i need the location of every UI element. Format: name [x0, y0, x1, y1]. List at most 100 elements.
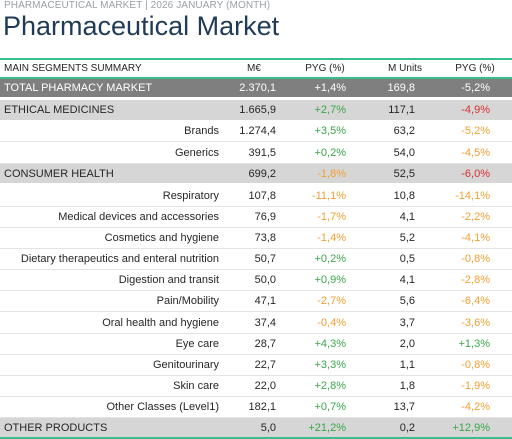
value-meur: 2.370,1: [239, 82, 276, 94]
value-meur: 699,2: [248, 167, 276, 180]
value-pyg-units: -6,4%: [461, 295, 490, 307]
value-units: 4,1: [399, 274, 415, 286]
value-pyg-units: -2,2%: [461, 211, 490, 223]
value-meur: 50,7: [254, 253, 276, 265]
row-label: ETHICAL MEDICINES: [4, 104, 115, 116]
value-pyg-units: -0,8%: [461, 253, 490, 265]
value-pyg-units: -5,2%: [461, 82, 490, 94]
value-meur: 73,8: [254, 232, 276, 244]
value-pyg-units: -4,5%: [461, 147, 490, 159]
row-label: Genitourinary: [152, 359, 219, 371]
value-pyg-meur: +4,3%: [314, 338, 347, 350]
row-label: Eye care: [175, 338, 219, 350]
row-label: CONSUMER HEALTH: [4, 167, 114, 180]
total-row: TOTAL PHARMACY MARKET 2.370,1 +1,4% 169,8 -5…: [0, 79, 512, 97]
value-units: 63,2: [393, 125, 415, 137]
value-pyg-meur: +3,3%: [314, 359, 347, 371]
value-units: 169,8: [387, 82, 415, 94]
value-pyg-meur: +1,4%: [314, 82, 347, 94]
row-label: Respiratory: [162, 190, 219, 202]
value-pyg-units: -14,1%: [455, 190, 490, 202]
header-bottom-divider: [0, 77, 512, 79]
value-units: 0,5: [399, 253, 415, 265]
table-row: Medical devices and accessories 76,9 -1,7%…: [0, 207, 512, 228]
value-meur: 47,1: [254, 295, 276, 307]
value-pyg-units: +1,3%: [458, 338, 491, 350]
row-label: Other Classes (Level1): [106, 401, 220, 413]
value-pyg-meur: +0,2%: [314, 253, 347, 265]
value-meur: 37,4: [254, 317, 276, 329]
value-units: 1,1: [399, 359, 415, 371]
value-pyg-meur: +2,8%: [314, 380, 347, 392]
report-subtitle: PHARMACEUTICAL MARKET | 2026 JANUARY (MO…: [4, 0, 271, 11]
value-pyg-meur: -1,8%: [317, 167, 346, 180]
value-units: 1,8: [399, 380, 415, 392]
value-units: 117,1: [388, 104, 415, 116]
value-units: 5,6: [399, 295, 415, 307]
value-pyg-units: -1,9%: [461, 380, 490, 392]
value-pyg-meur: -1,7%: [317, 211, 346, 223]
page-title: Pharmaceutical Market: [3, 11, 280, 41]
table-row: Dietary therapeutics and enteral nutriti…: [0, 249, 512, 270]
value-units: 52,5: [393, 167, 415, 180]
column-header-pyg-value: PYG (%): [305, 62, 345, 74]
value-pyg-meur: -11,1%: [311, 190, 346, 202]
table-row: Other Classes (Level1) 182,1 +0,7% 13,7 -4,2…: [0, 397, 512, 418]
value-meur: 391,5: [248, 147, 276, 159]
row-label: Medical devices and accessories: [58, 211, 219, 223]
table-row: Cosmetics and hygiene 73,8 -1,4% 5,2 -4,1%: [0, 228, 512, 249]
row-label: OTHER PRODUCTS: [4, 422, 108, 434]
value-pyg-units: -6,0%: [461, 167, 490, 180]
value-pyg-units: -3,6%: [461, 317, 490, 329]
value-meur: 50,0: [254, 274, 276, 286]
table-row: Pain/Mobility 47,1 -2,7% 5,6 -6,4%: [0, 291, 512, 312]
value-units: 5,2: [399, 232, 415, 244]
table-row: Respiratory 107,8 -11,1% 10,8 -14,1%: [0, 186, 512, 207]
segment-row: CONSUMER HEALTH 699,2 -1,8% 52,5 -6,0%: [0, 164, 512, 183]
table-header: MAIN SEGMENTS SUMMARY M€ PYG (%) M Units…: [0, 59, 512, 77]
value-meur: 28,7: [254, 338, 276, 350]
row-label: Pain/Mobility: [156, 295, 219, 307]
row-label: Skin care: [173, 380, 219, 392]
table-row: Oral health and hygiene 37,4 -0,4% 3,7 -3,6%: [0, 313, 512, 334]
value-pyg-meur: +0,7%: [314, 401, 347, 413]
row-label: TOTAL PHARMACY MARKET: [4, 82, 153, 94]
table-row: Generics 391,5 +0,2% 54,0 -4,5%: [0, 143, 512, 164]
header-top-divider: [0, 58, 512, 60]
value-units: 3,7: [399, 317, 415, 329]
value-pyg-meur: +0,9%: [314, 274, 347, 286]
table-row: Skin care 22,0 +2,8% 1,8 -1,9%: [0, 376, 512, 397]
value-pyg-meur: -2,7%: [317, 295, 346, 307]
value-meur: 182,1: [248, 401, 276, 413]
table-row: Brands 1.274,4 +3,5% 63,2 -5,2%: [0, 121, 512, 142]
value-meur: 22,0: [254, 380, 276, 392]
row-label: Brands: [184, 125, 219, 137]
table-row: Digestion and transit 50,0 +0,9% 4,1 -2,8%: [0, 270, 512, 291]
value-units: 0,2: [399, 422, 415, 434]
value-pyg-units: +12,9%: [452, 422, 490, 434]
column-header-meur: M€: [247, 62, 261, 74]
value-meur: 5,0: [260, 422, 276, 434]
value-units: 13,7: [393, 401, 415, 413]
value-units: 4,1: [399, 211, 415, 223]
column-header-units: M Units: [388, 62, 422, 74]
table-bottom-divider: [0, 437, 512, 439]
value-pyg-units: -2,8%: [461, 274, 490, 286]
value-pyg-meur: +21,2%: [308, 422, 346, 434]
value-meur: 1.665,9: [239, 104, 276, 116]
row-label: Oral health and hygiene: [102, 317, 219, 329]
value-pyg-units: -4,9%: [461, 104, 490, 116]
value-pyg-meur: +2,7%: [314, 104, 347, 116]
value-pyg-meur: -0,4%: [317, 317, 346, 329]
value-pyg-units: -4,1%: [461, 232, 490, 244]
segment-row: OTHER PRODUCTS 5,0 +21,2% 0,2 +12,9%: [0, 418, 512, 438]
row-label: Cosmetics and hygiene: [104, 232, 219, 244]
table-row: Genitourinary 22,7 +3,3% 1,1 -0,8%: [0, 355, 512, 376]
value-units: 54,0: [393, 147, 415, 159]
value-pyg-meur: +3,5%: [314, 125, 347, 137]
column-header-pyg-units: PYG (%): [455, 62, 495, 74]
value-units: 2,0: [399, 338, 415, 350]
segment-row: ETHICAL MEDICINES 1.665,9 +2,7% 117,1 -4,9%: [0, 100, 512, 120]
column-header-segments: MAIN SEGMENTS SUMMARY: [4, 62, 142, 74]
value-meur: 22,7: [254, 359, 276, 371]
